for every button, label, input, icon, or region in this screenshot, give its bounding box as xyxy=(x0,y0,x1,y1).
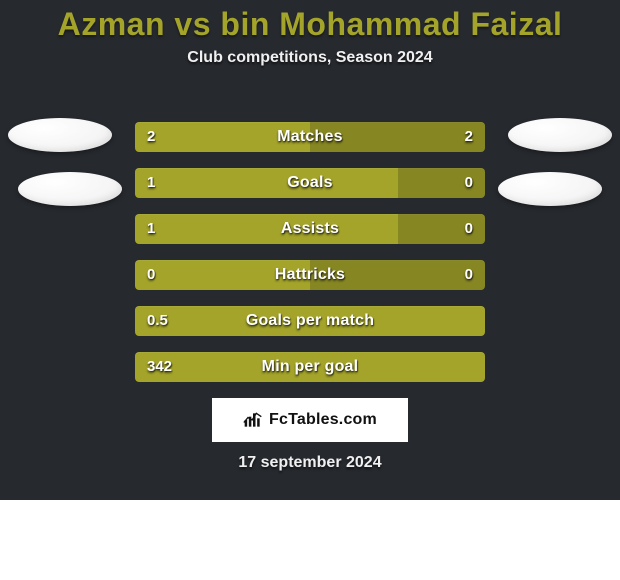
stat-right-value: 0 xyxy=(465,168,473,198)
stat-right-value: 0 xyxy=(465,214,473,244)
stat-label: Assists xyxy=(135,214,485,244)
stat-right-value: 2 xyxy=(465,122,473,152)
page-title: Azman vs bin Mohammad Faizal xyxy=(0,0,620,43)
stat-label: Hattricks xyxy=(135,260,485,290)
stat-bars: 2Matches21Goals01Assists00Hattricks00.5G… xyxy=(135,122,485,398)
player-right-avatar-2 xyxy=(498,172,602,206)
stat-row: 342Min per goal xyxy=(135,352,485,382)
player-left-avatar-1 xyxy=(8,118,112,152)
stat-row: 1Assists0 xyxy=(135,214,485,244)
chart-bar-icon xyxy=(243,410,263,430)
comparison-card: Azman vs bin Mohammad Faizal Club compet… xyxy=(0,0,620,500)
watermark[interactable]: FcTables.com xyxy=(212,398,408,442)
stat-label: Min per goal xyxy=(135,352,485,382)
stat-row: 0.5Goals per match xyxy=(135,306,485,336)
stat-label: Goals xyxy=(135,168,485,198)
stat-row: 1Goals0 xyxy=(135,168,485,198)
watermark-text: FcTables.com xyxy=(269,411,377,429)
stat-right-value: 0 xyxy=(465,260,473,290)
player-left-avatar-2 xyxy=(18,172,122,206)
stat-label: Matches xyxy=(135,122,485,152)
snapshot-date: 17 september 2024 xyxy=(0,454,620,472)
page-subtitle: Club competitions, Season 2024 xyxy=(0,49,620,67)
stat-row: 0Hattricks0 xyxy=(135,260,485,290)
stat-label: Goals per match xyxy=(135,306,485,336)
player-right-avatar-1 xyxy=(508,118,612,152)
stat-row: 2Matches2 xyxy=(135,122,485,152)
